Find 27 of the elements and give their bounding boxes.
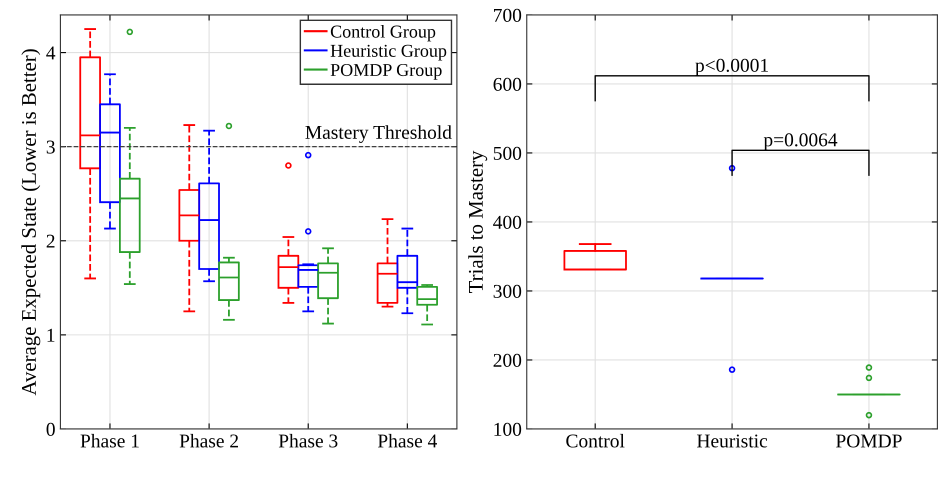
x-tick-label: Phase 4 [378, 434, 438, 448]
annotation: p<0.0001 [695, 58, 768, 76]
y-axis-title: Average Expected State (Lower is Better) [21, 49, 40, 396]
y-tick-label: 2 [46, 234, 54, 248]
x-tick-label: Heuristic [696, 434, 768, 448]
y-tick-label: 4 [46, 46, 56, 60]
y-tick-label: 3 [46, 140, 55, 154]
annotation: p=0.0064 [764, 133, 838, 150]
y-tick-label: 400 [493, 216, 522, 229]
y-tick-label: 500 [494, 146, 522, 160]
y-tick-label: 700 [494, 8, 522, 22]
y-tick-label: 100 [494, 422, 522, 436]
y-tick-label: 600 [494, 78, 522, 91]
legend-label: Control Group [330, 24, 436, 42]
y-axis-title: Trials to Mastery [468, 150, 488, 293]
y-tick-label: 300 [494, 284, 522, 298]
legend-label: POMDP Group [330, 64, 442, 80]
x-tick-label: Phase 2 [180, 434, 238, 448]
x-tick-label: POMDP [836, 434, 902, 448]
y-tick-label: 0 [46, 422, 55, 436]
x-tick-label: Phase 3 [278, 434, 338, 448]
y-tick-label: 1 [48, 328, 54, 342]
legend-label: Heuristic Group [330, 44, 446, 61]
x-tick-label: Control [566, 434, 625, 448]
x-tick-label: Phase 1 [80, 434, 139, 448]
ref-line-label: Mastery Threshold [305, 125, 452, 143]
y-tick-label: 200 [494, 354, 522, 367]
